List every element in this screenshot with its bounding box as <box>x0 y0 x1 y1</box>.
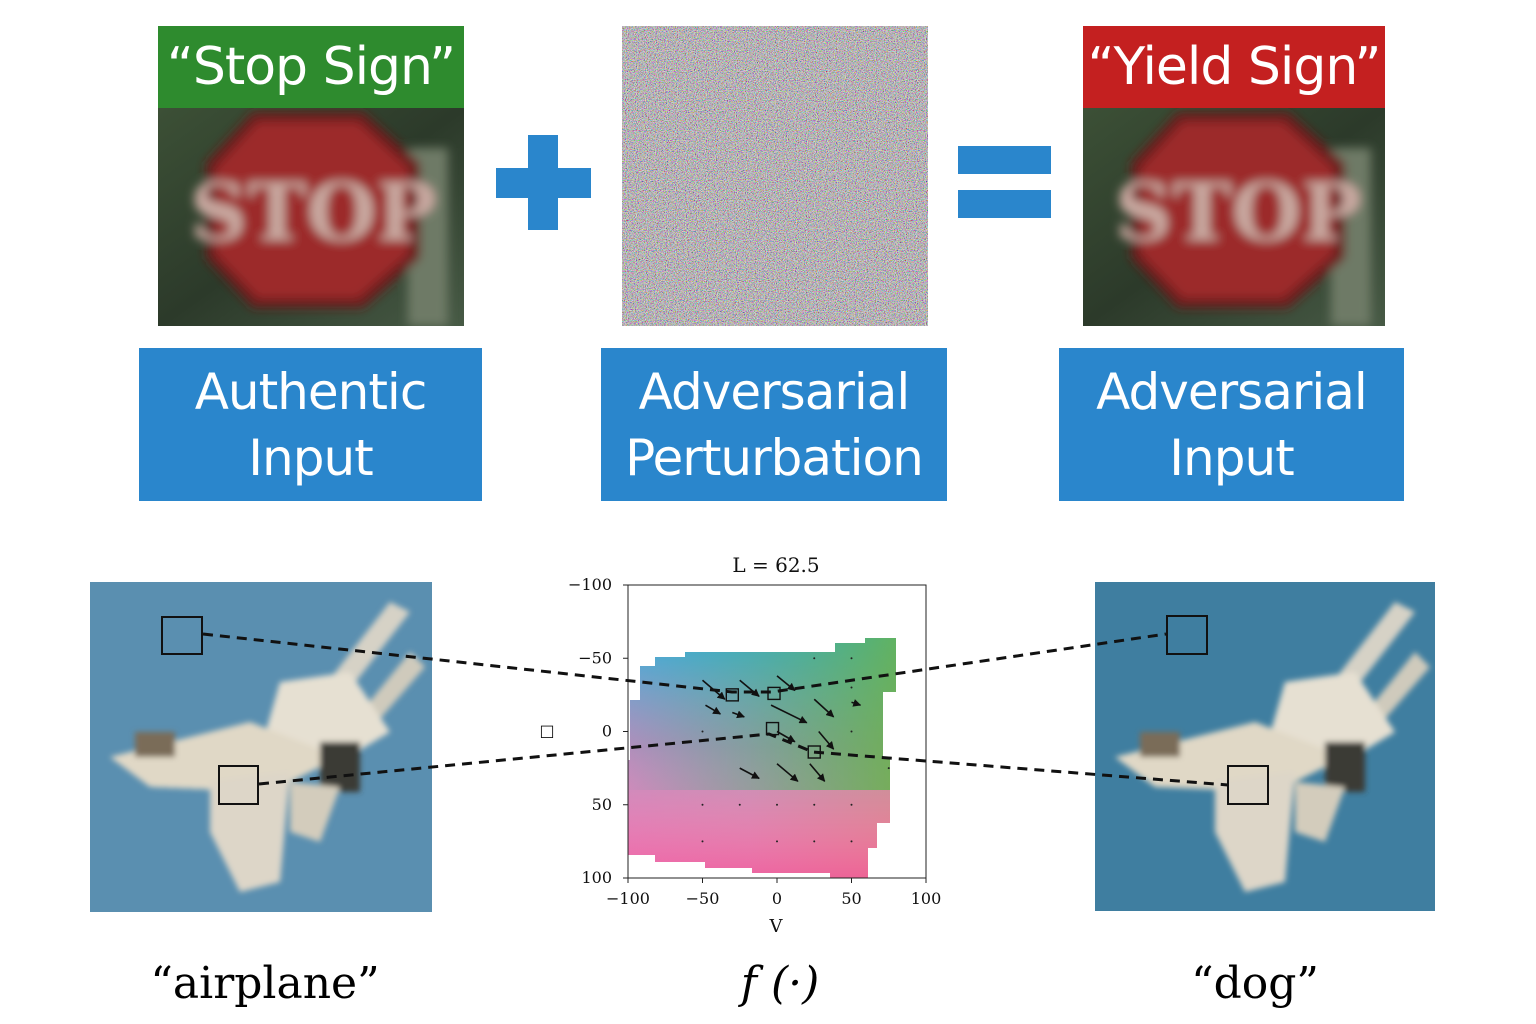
x-tick-label: −50 <box>686 889 720 908</box>
chart-plot-frame <box>627 584 927 879</box>
plus-horizontal-bar <box>496 168 591 198</box>
chart-color-field <box>628 638 896 878</box>
field-arrow <box>851 699 862 707</box>
y-tick-label: 50 <box>592 795 612 814</box>
adversarial-perturbation-line1: Adversarial <box>638 362 911 421</box>
field-dot <box>850 840 853 843</box>
field-dot <box>813 803 816 806</box>
field-arrow <box>818 730 835 750</box>
adversarial-perturbation-box: Adversarial Perturbation <box>601 348 947 501</box>
y-tick-label: −100 <box>568 575 612 594</box>
airplane-image <box>90 582 432 912</box>
field-dot <box>850 803 853 806</box>
yield-sign-label-banner: “Yield Sign” <box>1083 26 1385 108</box>
adversarial-input-box: Adversarial Input <box>1059 348 1404 501</box>
equals-top-bar <box>958 146 1051 174</box>
chart-dots <box>701 657 890 843</box>
field-dot <box>738 803 741 806</box>
stop-sign-photo: STOP <box>158 108 464 326</box>
field-dot <box>850 730 853 733</box>
x-tick-label: 100 <box>911 889 942 908</box>
chart-title: L = 62.5 <box>732 553 819 577</box>
field-dot <box>850 686 853 689</box>
adversarial-stop-sign-image: “Yield Sign” STOP <box>1083 26 1385 326</box>
chart-ticks: −100 −100 −50 −50 0 0 50 50 100 100 <box>568 575 941 908</box>
adversarial-input-line1: Adversarial <box>1096 362 1368 421</box>
airplane-patch-top <box>161 616 203 655</box>
authentic-input-box: Authentic Input <box>139 348 482 501</box>
x-tick-label: 0 <box>772 889 782 908</box>
function-label: f (·) <box>680 958 880 1009</box>
field-arrow <box>739 767 760 780</box>
field-arrow <box>739 679 760 697</box>
authentic-input-line1: Authentic <box>194 362 428 421</box>
highlighted-point <box>725 688 739 702</box>
field-dot <box>701 803 704 806</box>
x-tick-label: 50 <box>841 889 861 908</box>
dog-caption: “dog” <box>1191 958 1319 1009</box>
highlighted-point <box>807 745 821 759</box>
equals-bottom-bar <box>958 190 1051 218</box>
highlighted-point <box>767 686 781 701</box>
field-arrow <box>705 704 722 715</box>
field-arrow <box>809 763 826 782</box>
adversarial-stop-sign-photo: STOP <box>1083 108 1385 326</box>
stop-sign-label-banner: “Stop Sign” <box>158 26 464 108</box>
adversarial-perturbation-noise <box>622 26 928 326</box>
yield-sign-label: “Yield Sign” <box>1087 37 1382 97</box>
chart-xlabel: V <box>769 916 784 937</box>
airplane-patch-bottom <box>218 765 259 805</box>
field-dot <box>701 730 704 733</box>
field-arrow <box>813 698 835 718</box>
field-arrow <box>732 710 745 719</box>
field-dot <box>887 767 890 770</box>
authentic-stop-sign-image: “Stop Sign” STOP <box>158 26 464 326</box>
airplane-caption: “airplane” <box>150 958 380 1009</box>
chart-highlighted-points <box>725 686 821 759</box>
dog-patch-top <box>1166 615 1208 655</box>
function-label-text: f (·) <box>740 958 820 1009</box>
field-arrow <box>776 763 799 782</box>
highlighted-point <box>765 721 780 736</box>
y-tick-label: 100 <box>581 868 612 887</box>
stop-sign-label: “Stop Sign” <box>166 37 456 97</box>
x-tick-label: −100 <box>606 889 650 908</box>
y-tick-label: −50 <box>578 648 612 667</box>
field-dot <box>776 803 778 806</box>
field-dot <box>701 840 704 843</box>
field-dot <box>813 840 816 843</box>
adversarial-input-line2: Input <box>1169 428 1294 487</box>
stop-sign-text-right: STOP <box>1114 165 1361 259</box>
y-tick-label: 0 <box>602 722 612 741</box>
adversarial-airplane-image <box>1095 582 1435 911</box>
field-arrow <box>770 704 808 724</box>
adversarial-perturbation-line2: Perturbation <box>625 428 924 487</box>
stop-sign-text-left: STOP <box>189 165 436 259</box>
field-dot <box>850 657 853 660</box>
field-arrow <box>776 730 796 743</box>
field-dot <box>813 657 816 660</box>
chart-side-marker: □ <box>539 721 554 740</box>
field-arrow <box>701 679 726 700</box>
chart-arrows <box>701 675 862 782</box>
field-arrow <box>776 675 796 692</box>
authentic-input-line2: Input <box>248 428 373 487</box>
field-dot <box>776 840 778 843</box>
